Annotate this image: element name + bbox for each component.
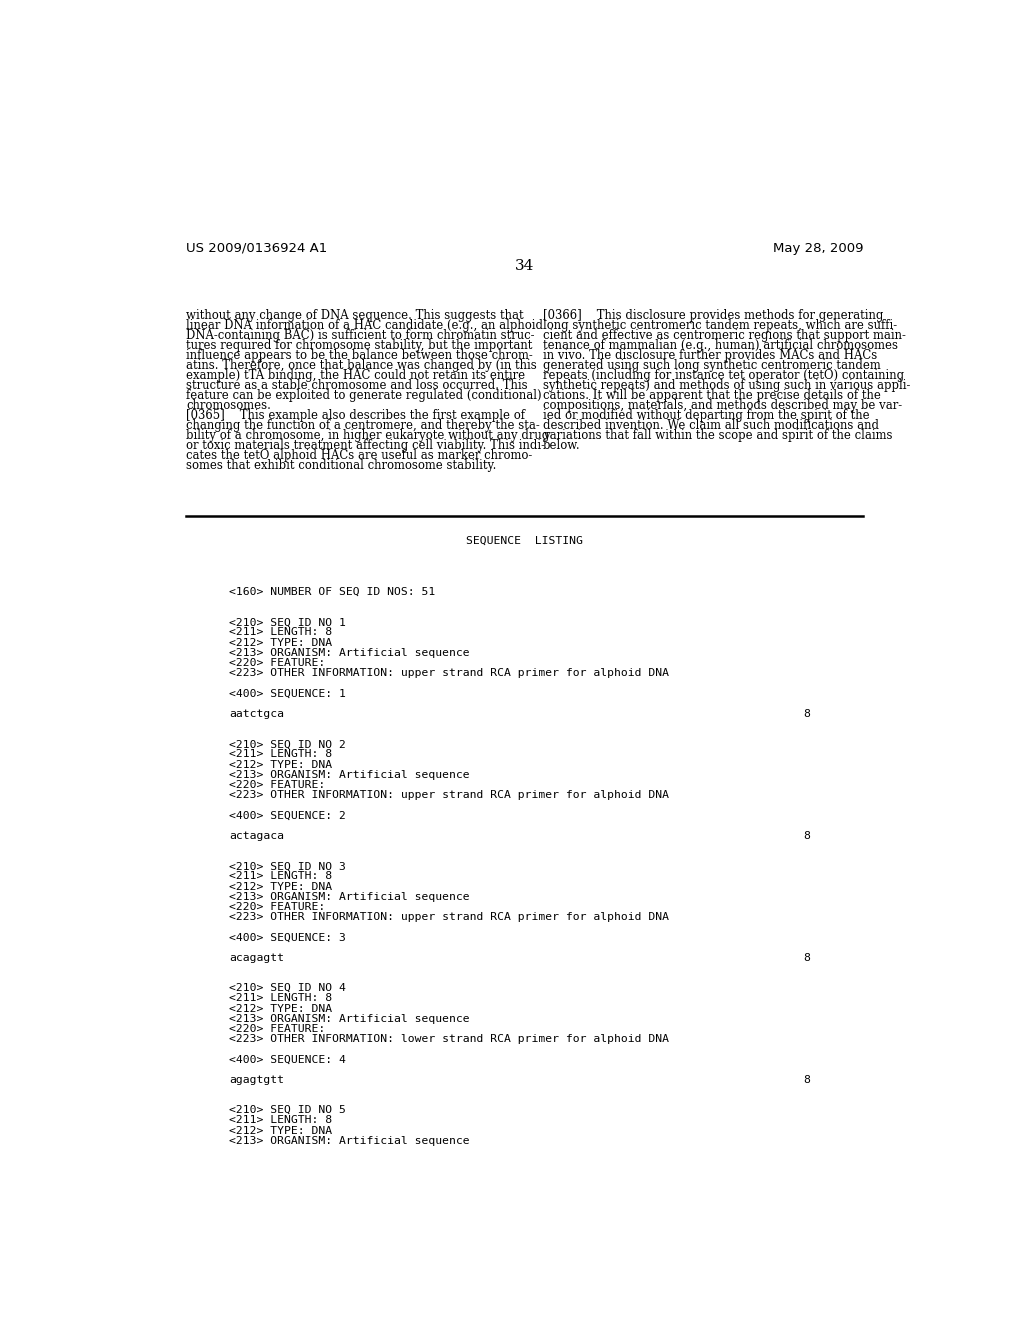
Text: changing the function of a centromere, and thereby the sta-: changing the function of a centromere, a… — [186, 418, 540, 432]
Text: [0365]    This example also describes the first example of: [0365] This example also describes the f… — [186, 409, 525, 421]
Text: <210> SEQ ID NO 3: <210> SEQ ID NO 3 — [228, 861, 346, 871]
Text: <220> FEATURE:: <220> FEATURE: — [228, 780, 325, 789]
Text: <223> OTHER INFORMATION: lower strand RCA primer for alphoid DNA: <223> OTHER INFORMATION: lower strand RC… — [228, 1034, 669, 1044]
Text: generated using such long synthetic centromeric tandem: generated using such long synthetic cent… — [543, 359, 881, 372]
Text: <212> TYPE: DNA: <212> TYPE: DNA — [228, 638, 332, 648]
Text: long synthetic centromeric tandem repeats, which are suffi-: long synthetic centromeric tandem repeat… — [543, 318, 897, 331]
Text: ied or modified without departing from the spirit of the: ied or modified without departing from t… — [543, 409, 869, 421]
Text: example) tTA binding, the HAC could not retain its entire: example) tTA binding, the HAC could not … — [186, 368, 525, 381]
Text: <211> LENGTH: 8: <211> LENGTH: 8 — [228, 994, 332, 1003]
Text: <210> SEQ ID NO 5: <210> SEQ ID NO 5 — [228, 1105, 346, 1115]
Text: described invention. We claim all such modifications and: described invention. We claim all such m… — [543, 418, 879, 432]
Text: <220> FEATURE:: <220> FEATURE: — [228, 657, 325, 668]
Text: <213> ORGANISM: Artificial sequence: <213> ORGANISM: Artificial sequence — [228, 1014, 469, 1024]
Text: <212> TYPE: DNA: <212> TYPE: DNA — [228, 759, 332, 770]
Text: <213> ORGANISM: Artificial sequence: <213> ORGANISM: Artificial sequence — [228, 1135, 469, 1146]
Text: <212> TYPE: DNA: <212> TYPE: DNA — [228, 1126, 332, 1135]
Text: chromosomes.: chromosomes. — [186, 399, 271, 412]
Text: <212> TYPE: DNA: <212> TYPE: DNA — [228, 1003, 332, 1014]
Text: <220> FEATURE:: <220> FEATURE: — [228, 902, 325, 912]
Text: compositions, materials, and methods described may be var-: compositions, materials, and methods des… — [543, 399, 902, 412]
Text: actagaca: actagaca — [228, 830, 284, 841]
Text: <211> LENGTH: 8: <211> LENGTH: 8 — [228, 750, 332, 759]
Text: cient and effective as centromeric regions that support main-: cient and effective as centromeric regio… — [543, 329, 905, 342]
Text: feature can be exploited to generate regulated (conditional): feature can be exploited to generate reg… — [186, 388, 542, 401]
Text: acagagtt: acagagtt — [228, 953, 284, 962]
Text: synthetic repeats) and methods of using such in various appli-: synthetic repeats) and methods of using … — [543, 379, 910, 392]
Text: <220> FEATURE:: <220> FEATURE: — [228, 1024, 325, 1034]
Text: 34: 34 — [515, 259, 535, 272]
Text: aatctgca: aatctgca — [228, 709, 284, 719]
Text: 8: 8 — [803, 830, 810, 841]
Text: May 28, 2009: May 28, 2009 — [773, 242, 863, 255]
Text: influence appears to be the balance between those chrom-: influence appears to be the balance betw… — [186, 348, 532, 362]
Text: bility of a chromosome, in higher eukaryote without any drug: bility of a chromosome, in higher eukary… — [186, 429, 549, 442]
Text: <211> LENGTH: 8: <211> LENGTH: 8 — [228, 627, 332, 638]
Text: in vivo. The disclosure further provides MACs and HACs: in vivo. The disclosure further provides… — [543, 348, 877, 362]
Text: <213> ORGANISM: Artificial sequence: <213> ORGANISM: Artificial sequence — [228, 648, 469, 657]
Text: <210> SEQ ID NO 1: <210> SEQ ID NO 1 — [228, 618, 346, 627]
Text: cates the tetO alphoid HACs are useful as marker chromo-: cates the tetO alphoid HACs are useful a… — [186, 449, 532, 462]
Text: tenance of mammalian (e.g., human) artificial chromosomes: tenance of mammalian (e.g., human) artif… — [543, 339, 898, 351]
Text: variations that fall within the scope and spirit of the claims: variations that fall within the scope an… — [543, 429, 892, 442]
Text: atins. Therefore, once that balance was changed by (in this: atins. Therefore, once that balance was … — [186, 359, 537, 372]
Text: [0366]    This disclosure provides methods for generating: [0366] This disclosure provides methods … — [543, 309, 883, 322]
Text: <400> SEQUENCE: 2: <400> SEQUENCE: 2 — [228, 810, 346, 821]
Text: <212> TYPE: DNA: <212> TYPE: DNA — [228, 882, 332, 891]
Text: <213> ORGANISM: Artificial sequence: <213> ORGANISM: Artificial sequence — [228, 770, 469, 780]
Text: agagtgtt: agagtgtt — [228, 1074, 284, 1085]
Text: <160> NUMBER OF SEQ ID NOS: 51: <160> NUMBER OF SEQ ID NOS: 51 — [228, 587, 435, 597]
Text: <400> SEQUENCE: 1: <400> SEQUENCE: 1 — [228, 689, 346, 698]
Text: 8: 8 — [803, 709, 810, 719]
Text: <210> SEQ ID NO 2: <210> SEQ ID NO 2 — [228, 739, 346, 750]
Text: 8: 8 — [803, 1074, 810, 1085]
Text: structure as a stable chromosome and loss occurred. This: structure as a stable chromosome and los… — [186, 379, 527, 392]
Text: US 2009/0136924 A1: US 2009/0136924 A1 — [186, 242, 328, 255]
Text: <211> LENGTH: 8: <211> LENGTH: 8 — [228, 871, 332, 882]
Text: SEQUENCE  LISTING: SEQUENCE LISTING — [466, 536, 584, 545]
Text: <223> OTHER INFORMATION: upper strand RCA primer for alphoid DNA: <223> OTHER INFORMATION: upper strand RC… — [228, 912, 669, 923]
Text: tures required for chromosome stability, but the important: tures required for chromosome stability,… — [186, 339, 532, 351]
Text: somes that exhibit conditional chromosome stability.: somes that exhibit conditional chromosom… — [186, 459, 497, 471]
Text: without any change of DNA sequence. This suggests that: without any change of DNA sequence. This… — [186, 309, 523, 322]
Text: DNA-containing BAC) is sufficient to form chromatin struc-: DNA-containing BAC) is sufficient to for… — [186, 329, 535, 342]
Text: or toxic materials treatment affecting cell viability. This indi-: or toxic materials treatment affecting c… — [186, 438, 545, 451]
Text: repeats (including for instance tet operator (tetO) containing: repeats (including for instance tet oper… — [543, 368, 904, 381]
Text: linear DNA information of a HAC candidate (e.g., an alphoid: linear DNA information of a HAC candidat… — [186, 318, 543, 331]
Text: 8: 8 — [803, 953, 810, 962]
Text: <223> OTHER INFORMATION: upper strand RCA primer for alphoid DNA: <223> OTHER INFORMATION: upper strand RC… — [228, 791, 669, 800]
Text: <211> LENGTH: 8: <211> LENGTH: 8 — [228, 1115, 332, 1126]
Text: below.: below. — [543, 438, 581, 451]
Text: <223> OTHER INFORMATION: upper strand RCA primer for alphoid DNA: <223> OTHER INFORMATION: upper strand RC… — [228, 668, 669, 678]
Text: <400> SEQUENCE: 4: <400> SEQUENCE: 4 — [228, 1055, 346, 1064]
Text: <213> ORGANISM: Artificial sequence: <213> ORGANISM: Artificial sequence — [228, 892, 469, 902]
Text: <400> SEQUENCE: 3: <400> SEQUENCE: 3 — [228, 932, 346, 942]
Text: cations. It will be apparent that the precise details of the: cations. It will be apparent that the pr… — [543, 388, 881, 401]
Text: <210> SEQ ID NO 4: <210> SEQ ID NO 4 — [228, 983, 346, 993]
